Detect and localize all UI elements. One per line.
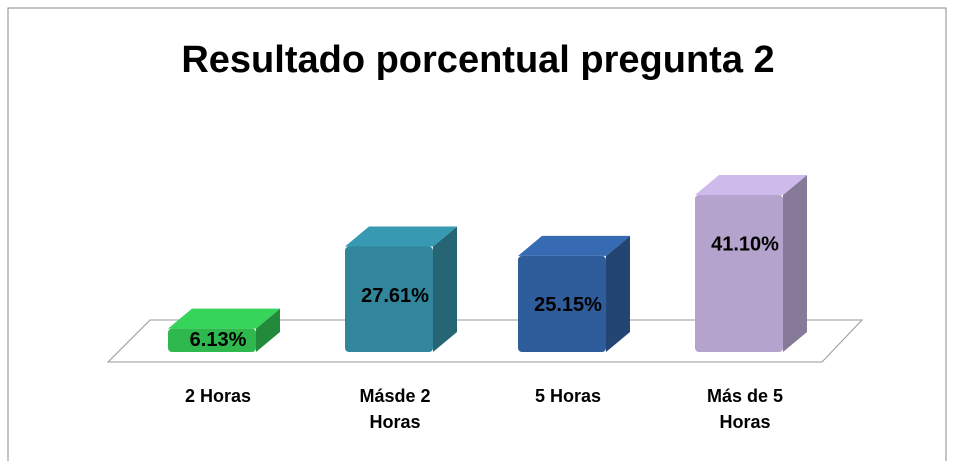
bar-side (256, 308, 280, 352)
bar (695, 174, 807, 352)
floor (106, 319, 864, 363)
value-label: 27.61% (361, 285, 429, 307)
x-tick-label: Másde 2 Horas (359, 386, 431, 432)
bar-front (518, 255, 606, 352)
bar-side (433, 226, 457, 352)
value-label: 6.13% (190, 329, 247, 351)
bar-front (695, 194, 783, 352)
bar-top (168, 308, 280, 329)
x-tick-label: 2 Horas (184, 386, 252, 406)
chart-title: Resultado porcentual pregunta 2 (181, 39, 774, 81)
bar-front (168, 328, 256, 352)
value-label: 41.10% (711, 233, 779, 255)
value-label: 25.15% (534, 294, 602, 316)
bar-side (606, 235, 630, 352)
x-tick-label: 5 Horas (534, 386, 602, 406)
bar-front (345, 246, 433, 352)
bar (168, 308, 280, 352)
bar-top (695, 174, 807, 195)
bar-top (345, 226, 457, 247)
x-tick-label: Más de 5 Horas (706, 386, 784, 432)
bar (345, 226, 457, 352)
bar (518, 235, 630, 352)
bar-top (518, 235, 630, 256)
bar-side (783, 174, 807, 352)
